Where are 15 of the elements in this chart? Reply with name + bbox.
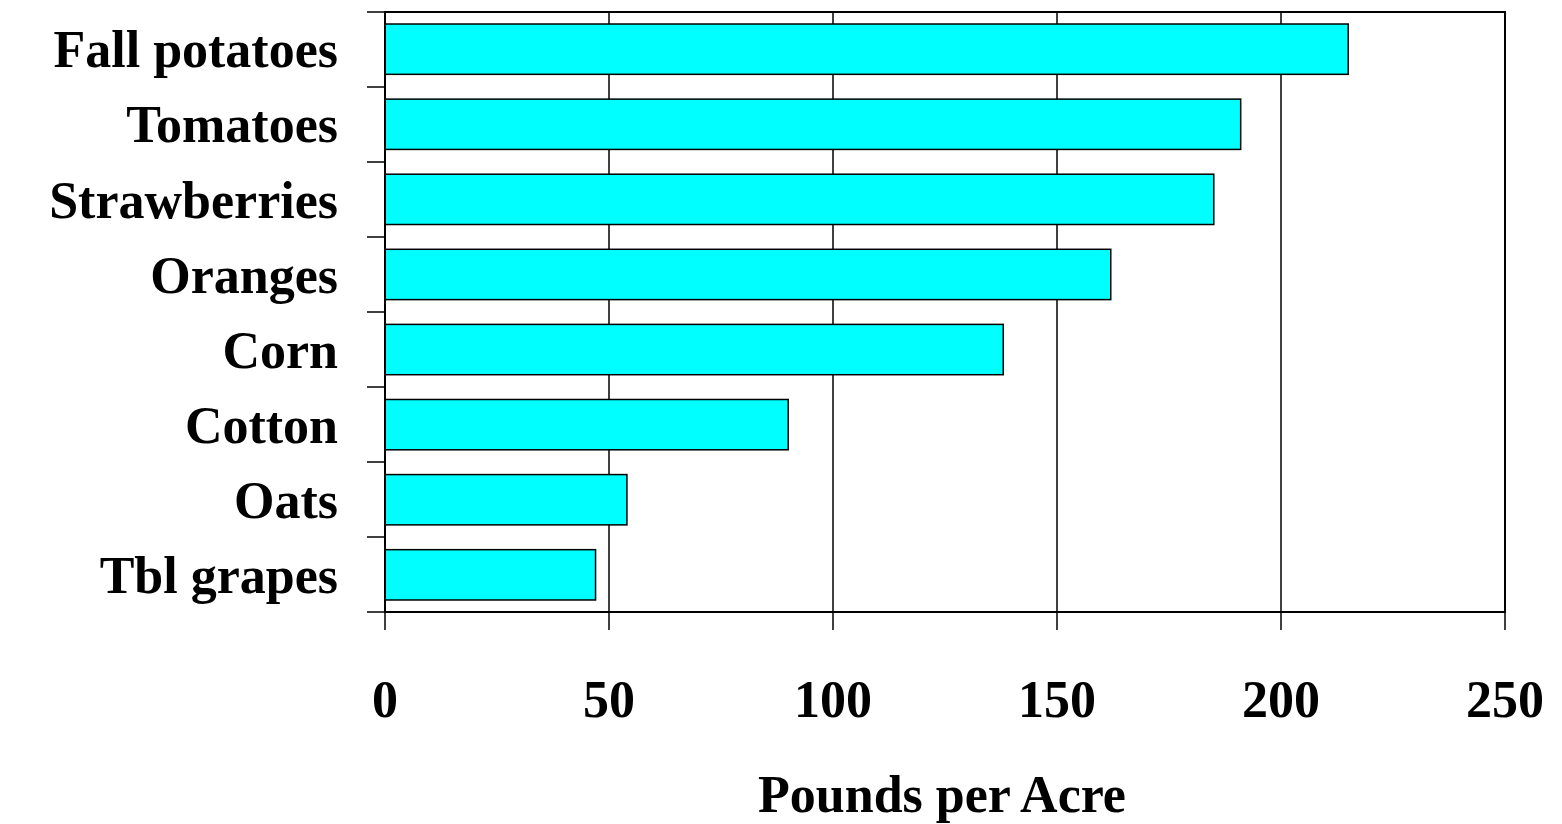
x-axis-title: Pounds per Acre (758, 766, 1126, 823)
y-tick-label: Fall potatoes (53, 21, 338, 79)
x-tick-label: 100 (794, 671, 872, 728)
x-tick-label: 50 (583, 671, 635, 728)
y-tick-label: Strawberries (49, 171, 338, 229)
y-tick-label: Tbl grapes (99, 547, 338, 605)
y-tick-label: Tomatoes (126, 96, 338, 154)
x-tick-label: 0 (372, 671, 398, 728)
x-tick-label: 200 (1242, 671, 1320, 728)
y-tick-label: Oats (234, 471, 338, 529)
x-tick-label: 150 (1018, 671, 1096, 728)
y-tick-label: Oranges (150, 246, 338, 304)
y-tick-label: Cotton (184, 396, 339, 454)
x-tick-label: 250 (1466, 671, 1544, 728)
y-tick-label: Corn (222, 321, 339, 379)
